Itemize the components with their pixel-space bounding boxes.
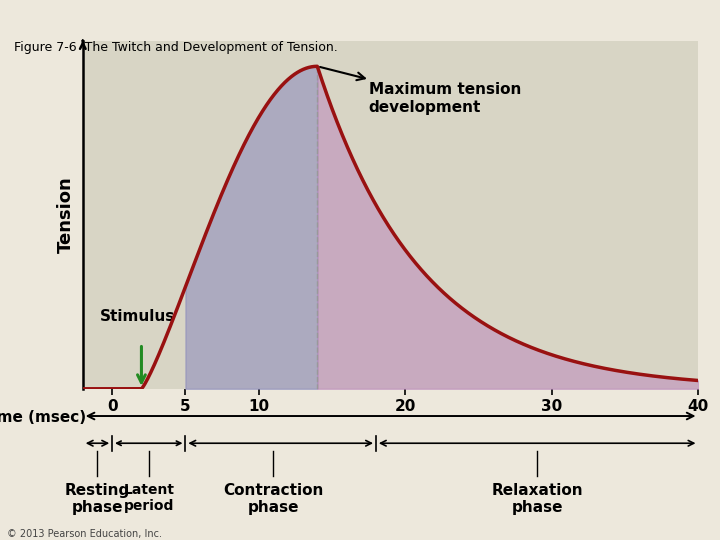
Text: Figure 7-6  The Twitch and Development of Tension.: Figure 7-6 The Twitch and Development of… [14, 40, 338, 53]
Text: Maximum tension
development: Maximum tension development [320, 67, 521, 115]
Text: Contraction
phase: Contraction phase [223, 483, 323, 515]
Y-axis label: Tension: Tension [56, 176, 74, 253]
Text: Stimulus: Stimulus [99, 309, 175, 325]
Text: Time (msec): Time (msec) [0, 410, 86, 425]
Text: Latent
period: Latent period [123, 483, 174, 513]
Text: Resting
phase: Resting phase [65, 483, 130, 515]
Text: © 2013 Pearson Education, Inc.: © 2013 Pearson Education, Inc. [7, 529, 162, 539]
Text: Relaxation
phase: Relaxation phase [491, 483, 583, 515]
